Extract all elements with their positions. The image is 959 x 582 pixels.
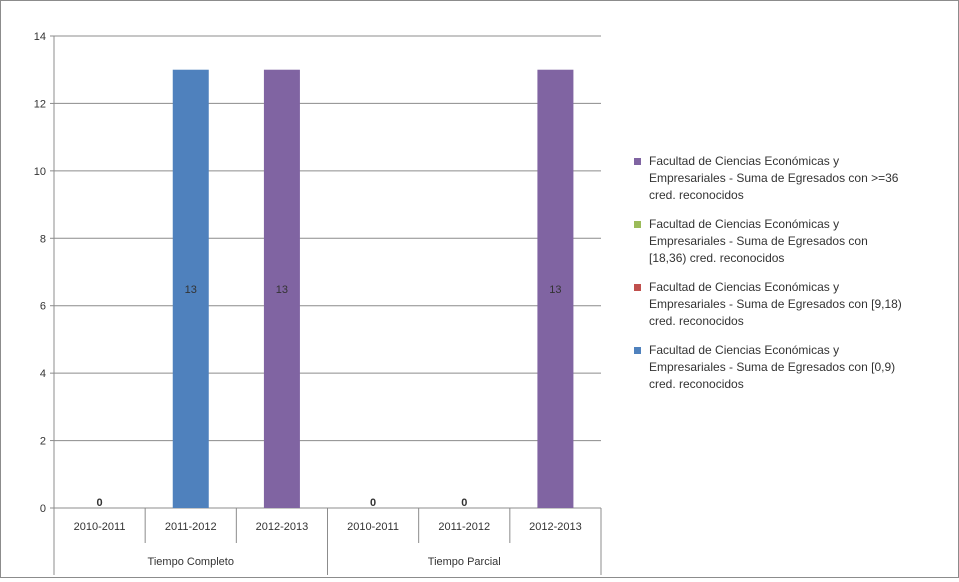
- legend-label: Empresariales - Suma de Egresados con [9…: [649, 297, 902, 311]
- group-label: Tiempo Parcial: [428, 556, 501, 568]
- legend: Facultad de Ciencias Económicas y Empresa…: [634, 153, 954, 405]
- legend-label: cred. reconocidos: [649, 377, 744, 391]
- legend-label: Facultad de Ciencias Económicas y: [649, 280, 840, 294]
- y-tick-label: 12: [34, 98, 46, 110]
- legend-label: cred. reconocidos: [649, 314, 744, 328]
- x-tick-label: 2010-2011: [74, 521, 126, 533]
- y-tick-label: 14: [34, 31, 46, 43]
- legend-swatch: [634, 221, 641, 228]
- legend-swatch: [634, 347, 641, 354]
- legend-item: Facultad de Ciencias Económicas y Empresa…: [634, 216, 954, 267]
- group-label: Tiempo Completo: [148, 556, 234, 568]
- legend-label: cred. reconocidos: [649, 188, 744, 202]
- x-tick-label: 2012-2013: [529, 521, 582, 533]
- bar: [172, 69, 209, 508]
- y-tick-label: 10: [34, 166, 46, 178]
- data-label: 13: [185, 284, 197, 296]
- bar: [263, 69, 300, 508]
- data-label: 13: [276, 284, 288, 296]
- y-tick-label: 0: [40, 503, 46, 515]
- data-label: 0: [370, 497, 376, 509]
- y-tick-label: 4: [40, 368, 46, 380]
- legend-label: Empresariales - Suma de Egresados con >=…: [649, 171, 899, 185]
- data-label: 0: [97, 497, 103, 509]
- legend-label: Facultad de Ciencias Económicas y: [649, 343, 840, 357]
- legend-swatch: [634, 284, 641, 291]
- bar: [537, 69, 574, 508]
- y-tick-label: 8: [40, 233, 46, 245]
- legend-item: Facultad de Ciencias Económicas y Empresa…: [634, 342, 954, 393]
- y-tick-label: 6: [40, 301, 46, 313]
- legend-label: Empresariales - Suma de Egresados con [0…: [649, 360, 896, 374]
- x-tick-label: 2012-2013: [256, 521, 309, 533]
- y-tick-label: 2: [40, 436, 46, 448]
- legend-item: Facultad de Ciencias Económicas y Empresa…: [634, 153, 954, 204]
- legend-swatch: [634, 158, 641, 165]
- data-label: 0: [461, 497, 467, 509]
- legend-label: Facultad de Ciencias Económicas y: [649, 154, 840, 168]
- legend-label: Facultad de Ciencias Económicas y: [649, 217, 840, 231]
- x-tick-label: 2010-2011: [347, 521, 399, 533]
- legend-label: [18,36) cred. reconocidos: [649, 251, 785, 265]
- x-tick-label: 2011-2012: [165, 521, 217, 533]
- x-tick-label: 2011-2012: [438, 521, 490, 533]
- data-label: 13: [549, 284, 561, 296]
- legend-label: Empresariales - Suma de Egresados con: [649, 234, 868, 248]
- legend-item: Facultad de Ciencias Económicas y Empresa…: [634, 279, 954, 330]
